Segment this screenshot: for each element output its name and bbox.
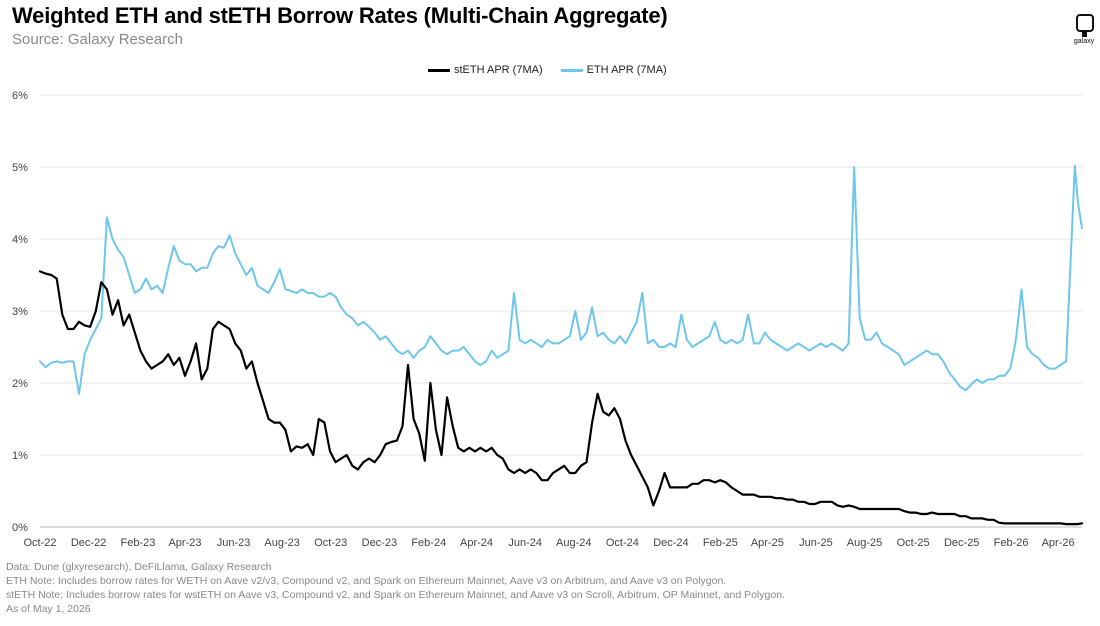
x-tick-label: Dec-22: [71, 537, 106, 549]
y-tick-label: 3%: [12, 306, 28, 318]
x-tick-label: Feb-26: [994, 537, 1029, 549]
series-line-eth: [39, 164, 1083, 395]
x-tick-label: Feb-25: [703, 537, 738, 549]
legend-swatch-steth: [428, 68, 450, 72]
galaxy-logo-text: galaxy: [1073, 38, 1095, 45]
y-tick-label: 1%: [12, 450, 28, 462]
galaxy-logo-icon: [1076, 14, 1094, 32]
x-tick-label: Jun-24: [508, 537, 542, 549]
note-eth: ETH Note: Includes borrow rates for WETH…: [6, 575, 727, 587]
legend-label-eth: ETH APR (7MA): [586, 64, 667, 76]
x-tick-label: Oct-25: [897, 537, 930, 549]
chart-subtitle: Source: Galaxy Research: [12, 31, 183, 48]
x-tick-label: Oct-24: [606, 537, 639, 549]
y-tick-label: 6%: [12, 90, 28, 102]
legend-item-steth: stETH APR (7MA): [428, 64, 543, 76]
x-tick-label: Feb-23: [121, 537, 156, 549]
chart-title: Weighted ETH and stETH Borrow Rates (Mul…: [12, 3, 668, 28]
x-tick-label: Aug-23: [264, 537, 299, 549]
chart-legend: stETH APR (7MA) ETH APR (7MA): [428, 64, 667, 76]
y-tick-label: 0%: [12, 522, 28, 534]
x-tick-label: Apr-26: [1042, 537, 1075, 549]
x-tick-label: Jun-25: [799, 537, 833, 549]
note-steth: stETH Note: Includes borrow rates for ws…: [6, 589, 785, 601]
galaxy-logo: galaxy: [1069, 14, 1099, 48]
legend-swatch-eth: [560, 68, 583, 72]
series-line-steth: [38, 270, 1084, 526]
x-tick-label: Apr-25: [751, 537, 784, 549]
chart-notes: Data: Dune (glxyresearch), DeFiLlama, Ga…: [6, 560, 785, 616]
legend-label-steth: stETH APR (7MA): [454, 64, 543, 76]
y-tick-label: 2%: [12, 378, 28, 390]
x-tick-label: Oct-22: [23, 537, 56, 549]
x-tick-label: Dec-24: [653, 537, 688, 549]
note-as-of: As of May 1, 2026: [6, 603, 91, 615]
x-tick-label: Oct-23: [314, 537, 347, 549]
x-tick-label: Dec-23: [362, 537, 397, 549]
x-tick-label: Jun-23: [217, 537, 251, 549]
legend-item-eth: ETH APR (7MA): [560, 64, 667, 76]
y-tick-label: 5%: [12, 162, 28, 174]
x-tick-label: Apr-23: [168, 537, 201, 549]
x-tick-label: Apr-24: [460, 537, 493, 549]
x-tick-label: Aug-25: [847, 537, 882, 549]
x-tick-label: Feb-24: [411, 537, 446, 549]
x-tick-label: Aug-24: [556, 537, 591, 549]
x-tick-label: Dec-25: [944, 537, 979, 549]
note-data-source: Data: Dune (glxyresearch), DeFiLlama, Ga…: [6, 561, 272, 573]
y-tick-label: 4%: [12, 234, 28, 246]
